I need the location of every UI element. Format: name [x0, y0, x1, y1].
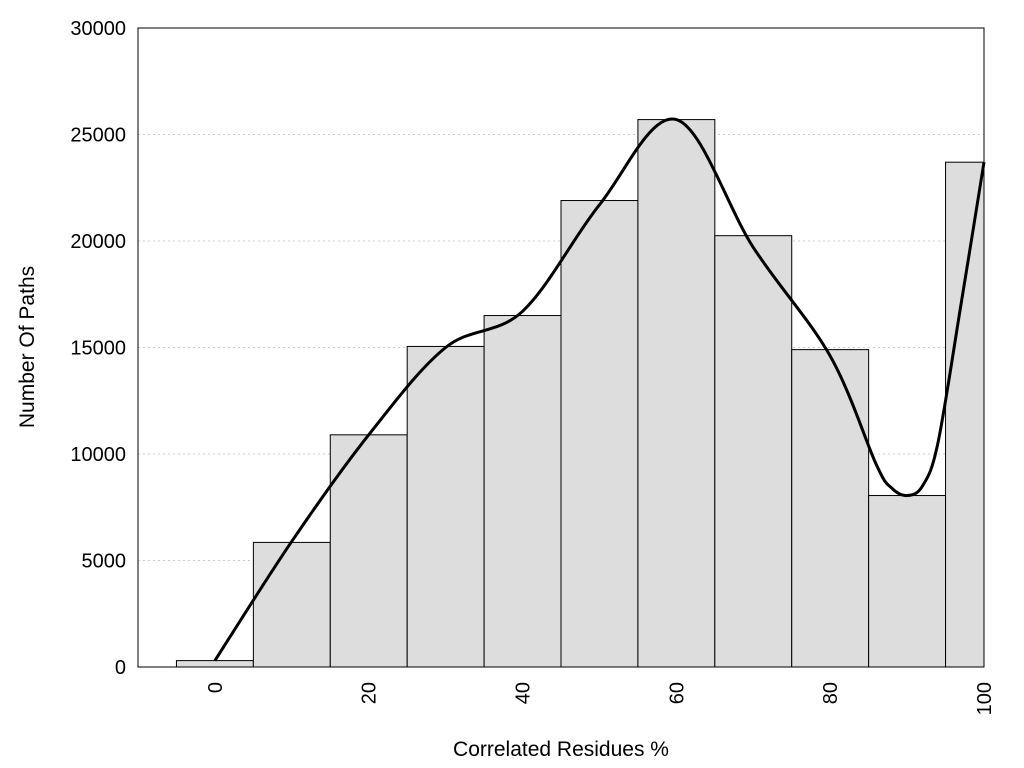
- bar: [175, 660, 254, 668]
- plot-frame: [137, 27, 985, 668]
- x-tick-label: 0: [205, 682, 227, 693]
- trend-curve: [213, 117, 986, 662]
- bar: [637, 119, 716, 668]
- x-axis-ticks: 0 20 40 60 80 100: [205, 682, 996, 715]
- y-axis-ticks: 0 5000 10000 15000 20000 25000 30000: [70, 18, 126, 679]
- x-tick-label: 20: [359, 682, 381, 704]
- y-tick-label: 30000: [70, 18, 126, 40]
- bar: [868, 495, 947, 668]
- y-tick-label: 20000: [70, 231, 126, 253]
- x-tick-label: 60: [666, 682, 688, 704]
- trend-curve-line: [213, 117, 986, 662]
- x-tick-label: 80: [820, 682, 842, 704]
- bar: [252, 541, 331, 668]
- bar: [791, 349, 870, 668]
- y-tick-label: 10000: [70, 444, 126, 466]
- bar: [714, 235, 793, 668]
- bars: [175, 119, 985, 668]
- bar: [483, 315, 562, 668]
- bar: [406, 345, 485, 668]
- y-tick-label: 15000: [70, 338, 126, 360]
- bar: [945, 161, 985, 668]
- y-tick-label: 25000: [70, 125, 126, 147]
- bar: [560, 200, 639, 668]
- x-tick-label: 40: [513, 682, 535, 704]
- y-axis-title: Number Of Paths: [16, 266, 39, 428]
- x-axis-title: Correlated Residues %: [453, 738, 669, 761]
- y-tick-label: 5000: [82, 551, 127, 573]
- bar: [329, 434, 408, 668]
- y-tick-label: 0: [115, 657, 126, 679]
- x-tick-label: 100: [974, 682, 996, 715]
